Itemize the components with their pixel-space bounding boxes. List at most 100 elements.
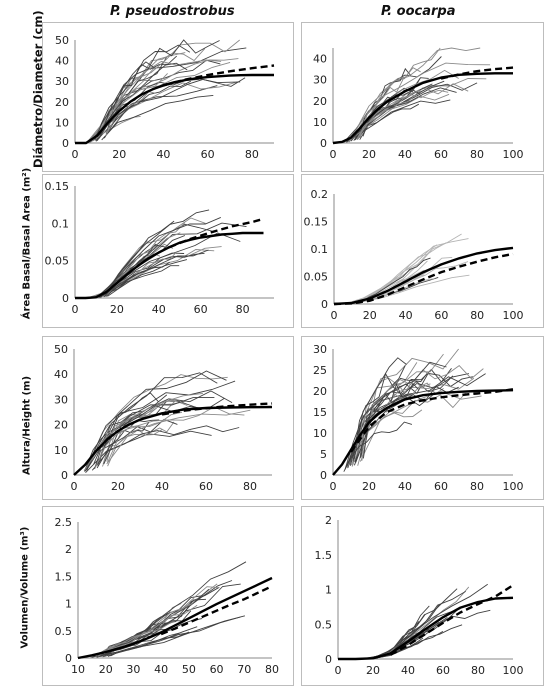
observed-trajectory-line: [357, 89, 449, 140]
observed-trajectory-line: [107, 406, 245, 463]
chart-panel-oocarpa-basal-area: 0 20 40 60 80 100 0 0.05 0.1 0.15 0.2: [301, 174, 544, 328]
x-tick-label: 20: [112, 148, 126, 161]
x-tick-label: 20: [366, 664, 380, 677]
x-tick-label: 20: [362, 148, 376, 161]
observed-trajectory-line: [96, 616, 241, 658]
dashed-model-curve: [161, 402, 273, 416]
y-tick-label: 20: [313, 95, 327, 108]
y-tick-label: 0.15: [45, 180, 70, 193]
observed-trajectory-line: [94, 411, 182, 469]
y-tick-label: 0: [325, 653, 332, 666]
row-label-volume: Volumen/Volume (m³): [19, 526, 31, 649]
row-label-basal-area: Área Basal/Basal Area (m²): [21, 167, 33, 320]
observed-trajectory-line: [359, 67, 421, 137]
y-tick-label: 25: [313, 364, 327, 377]
observed-trajectory-line: [96, 220, 175, 298]
x-tick-label: 40: [156, 148, 170, 161]
x-tick-label: 40: [154, 663, 168, 676]
solid-model-curve: [332, 389, 514, 476]
y-tick-label: 50: [54, 343, 68, 356]
x-tick-label: 80: [470, 309, 484, 322]
observed-trajectory-line: [86, 394, 168, 471]
x-tick-label: 80: [470, 480, 484, 493]
y-tick-label: 10: [313, 427, 327, 440]
observed-trajectory-line: [104, 209, 210, 296]
solid-model-curve: [332, 72, 513, 145]
x-tick-label: 30: [126, 663, 140, 676]
x-tick-label: 40: [401, 664, 415, 677]
panel-frame: [42, 174, 294, 328]
panel-frame: [301, 506, 544, 686]
x-tick-label: 0: [72, 303, 79, 316]
solid-model-curve: [338, 596, 514, 661]
y-tick-label: 50: [55, 34, 69, 47]
observed-trajectory-line: [83, 390, 233, 472]
observed-trajectory-line: [107, 259, 188, 297]
observed-trajectory-line: [96, 80, 192, 141]
observed-trajectory-line: [86, 59, 222, 144]
observed-trajectory-line: [86, 374, 228, 469]
x-tick-label: 100: [503, 309, 524, 322]
chart-panel-oocarpa-diameter: 0 20 40 60 80 100 0 10 20 30 40: [301, 22, 544, 172]
x-tick-label: 0: [72, 148, 79, 161]
observed-trajectory-line: [361, 257, 431, 303]
y-tick-label: 0.1: [52, 217, 70, 230]
observed-trajectory-line: [91, 631, 190, 658]
panel-frame: [42, 506, 294, 686]
x-tick-label: 40: [399, 309, 413, 322]
observed-trajectory-line: [101, 94, 214, 141]
x-tick-label: 40: [398, 148, 412, 161]
x-tick-label: 60: [436, 664, 450, 677]
panel-frame: [42, 336, 294, 500]
y-tick-label: 0: [320, 137, 327, 150]
header-oocarpa: P. oocarpa: [381, 4, 456, 19]
x-tick-label: 40: [152, 303, 166, 316]
observed-trajectory-line: [84, 392, 159, 471]
x-tick-label: 80: [245, 148, 259, 161]
y-tick-label: 2: [325, 514, 332, 527]
y-tick-label: 0.05: [45, 255, 70, 268]
solid-model-curve: [73, 405, 273, 476]
y-tick-label: 40: [313, 53, 327, 66]
observed-trajectory-line: [351, 377, 475, 466]
x-tick-label: 60: [434, 309, 448, 322]
dashed-model-curve: [168, 217, 264, 249]
y-tick-label: 1: [325, 584, 332, 597]
observed-trajectory-line: [349, 368, 452, 466]
dashed-model-curve: [160, 585, 273, 636]
x-tick-label: 80: [236, 303, 250, 316]
solid-model-curve: [333, 246, 514, 306]
observed-trajectory-line: [362, 77, 429, 137]
x-tick-label: 80: [243, 480, 257, 493]
x-tick-label: 100: [503, 664, 524, 677]
observed-trajectory-line: [107, 428, 163, 467]
observed-trajectory-line: [360, 372, 473, 458]
y-tick-label: 0: [62, 292, 69, 305]
y-tick-label: 40: [54, 368, 68, 381]
observed-trajectory-line: [98, 222, 247, 298]
observed-trajectory-line: [94, 422, 150, 469]
x-tick-label: 0: [335, 664, 342, 677]
observed-trajectory-line: [351, 392, 466, 467]
y-tick-label: 20: [54, 419, 68, 432]
y-tick-label: 1: [65, 598, 72, 611]
observed-trajectory-line: [95, 603, 193, 657]
observed-trajectory-line: [97, 586, 220, 657]
y-tick-label: 30: [313, 343, 327, 356]
x-tick-label: 80: [470, 148, 484, 161]
y-tick-label: 30: [55, 75, 69, 88]
dashed-model-curve: [333, 252, 514, 306]
observed-trajectory-line: [106, 39, 240, 134]
chart-panel-pseudostrobus-diameter: 0 20 40 60 80 0 10 20 30 40 50: [42, 22, 294, 172]
x-tick-label: 0: [330, 480, 337, 493]
y-tick-label: 1.5: [315, 549, 333, 562]
solid-model-curve: [77, 576, 273, 660]
x-tick-label: 0: [71, 480, 78, 493]
observed-trajectory-line: [97, 407, 158, 466]
row-label-height: Altura/Height (m): [21, 375, 33, 476]
chart-panel-pseudostrobus-basal-area: 0 20 40 60 80 0 0.05 0.1 0.15: [42, 174, 294, 328]
observed-trajectory-line: [359, 391, 482, 462]
x-tick-label: 60: [434, 148, 448, 161]
observed-trajectory-line: [99, 39, 220, 137]
dashed-model-curve: [163, 64, 275, 87]
